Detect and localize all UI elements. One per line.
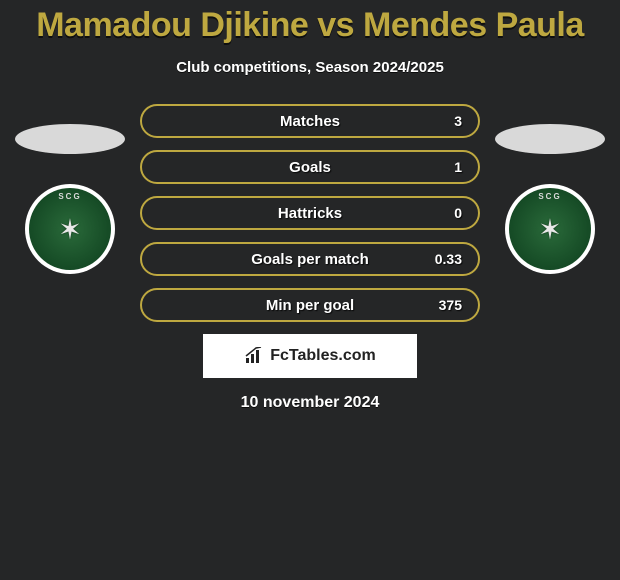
stat-right-value: 3 [432, 113, 462, 129]
star-icon: ✶ [538, 213, 561, 246]
stats-table: Matches 3 Goals 1 Hattricks 0 Goals per … [140, 104, 480, 322]
player-left-badge-text: SCG [58, 192, 81, 201]
stat-label: Goals per match [251, 251, 369, 268]
player-left-placeholder [15, 124, 125, 154]
stat-row: Goals 1 [140, 150, 480, 184]
stat-row: Min per goal 375 [140, 288, 480, 322]
stat-label: Min per goal [266, 297, 354, 314]
comparison-title: Mamadou Djikine vs Mendes Paula [0, 0, 620, 45]
comparison-date: 10 november 2024 [0, 394, 620, 412]
comparison-content: SCG ✶ SCG ✶ Matches 3 Goals 1 Hattricks [0, 104, 620, 412]
stat-label: Hattricks [278, 205, 342, 222]
comparison-subtitle: Club competitions, Season 2024/2025 [0, 59, 620, 76]
stat-right-value: 1 [432, 159, 462, 175]
player-right-placeholder [495, 124, 605, 154]
stat-right-value: 375 [432, 297, 462, 313]
chart-icon [244, 347, 264, 365]
stat-right-value: 0.33 [432, 251, 462, 267]
stat-label: Goals [289, 159, 331, 176]
stat-right-value: 0 [432, 205, 462, 221]
player-left-badge: SCG ✶ [25, 184, 115, 274]
star-icon: ✶ [58, 213, 81, 246]
stat-row: Hattricks 0 [140, 196, 480, 230]
brand-text: FcTables.com [270, 347, 376, 365]
player-right-badge-text: SCG [538, 192, 561, 201]
player-right-badge: SCG ✶ [505, 184, 595, 274]
stat-row: Matches 3 [140, 104, 480, 138]
stat-row: Goals per match 0.33 [140, 242, 480, 276]
stat-label: Matches [280, 113, 340, 130]
player-left-avatar: SCG ✶ [20, 184, 120, 274]
brand-link[interactable]: FcTables.com [203, 334, 417, 378]
player-right-avatar: SCG ✶ [500, 184, 600, 274]
